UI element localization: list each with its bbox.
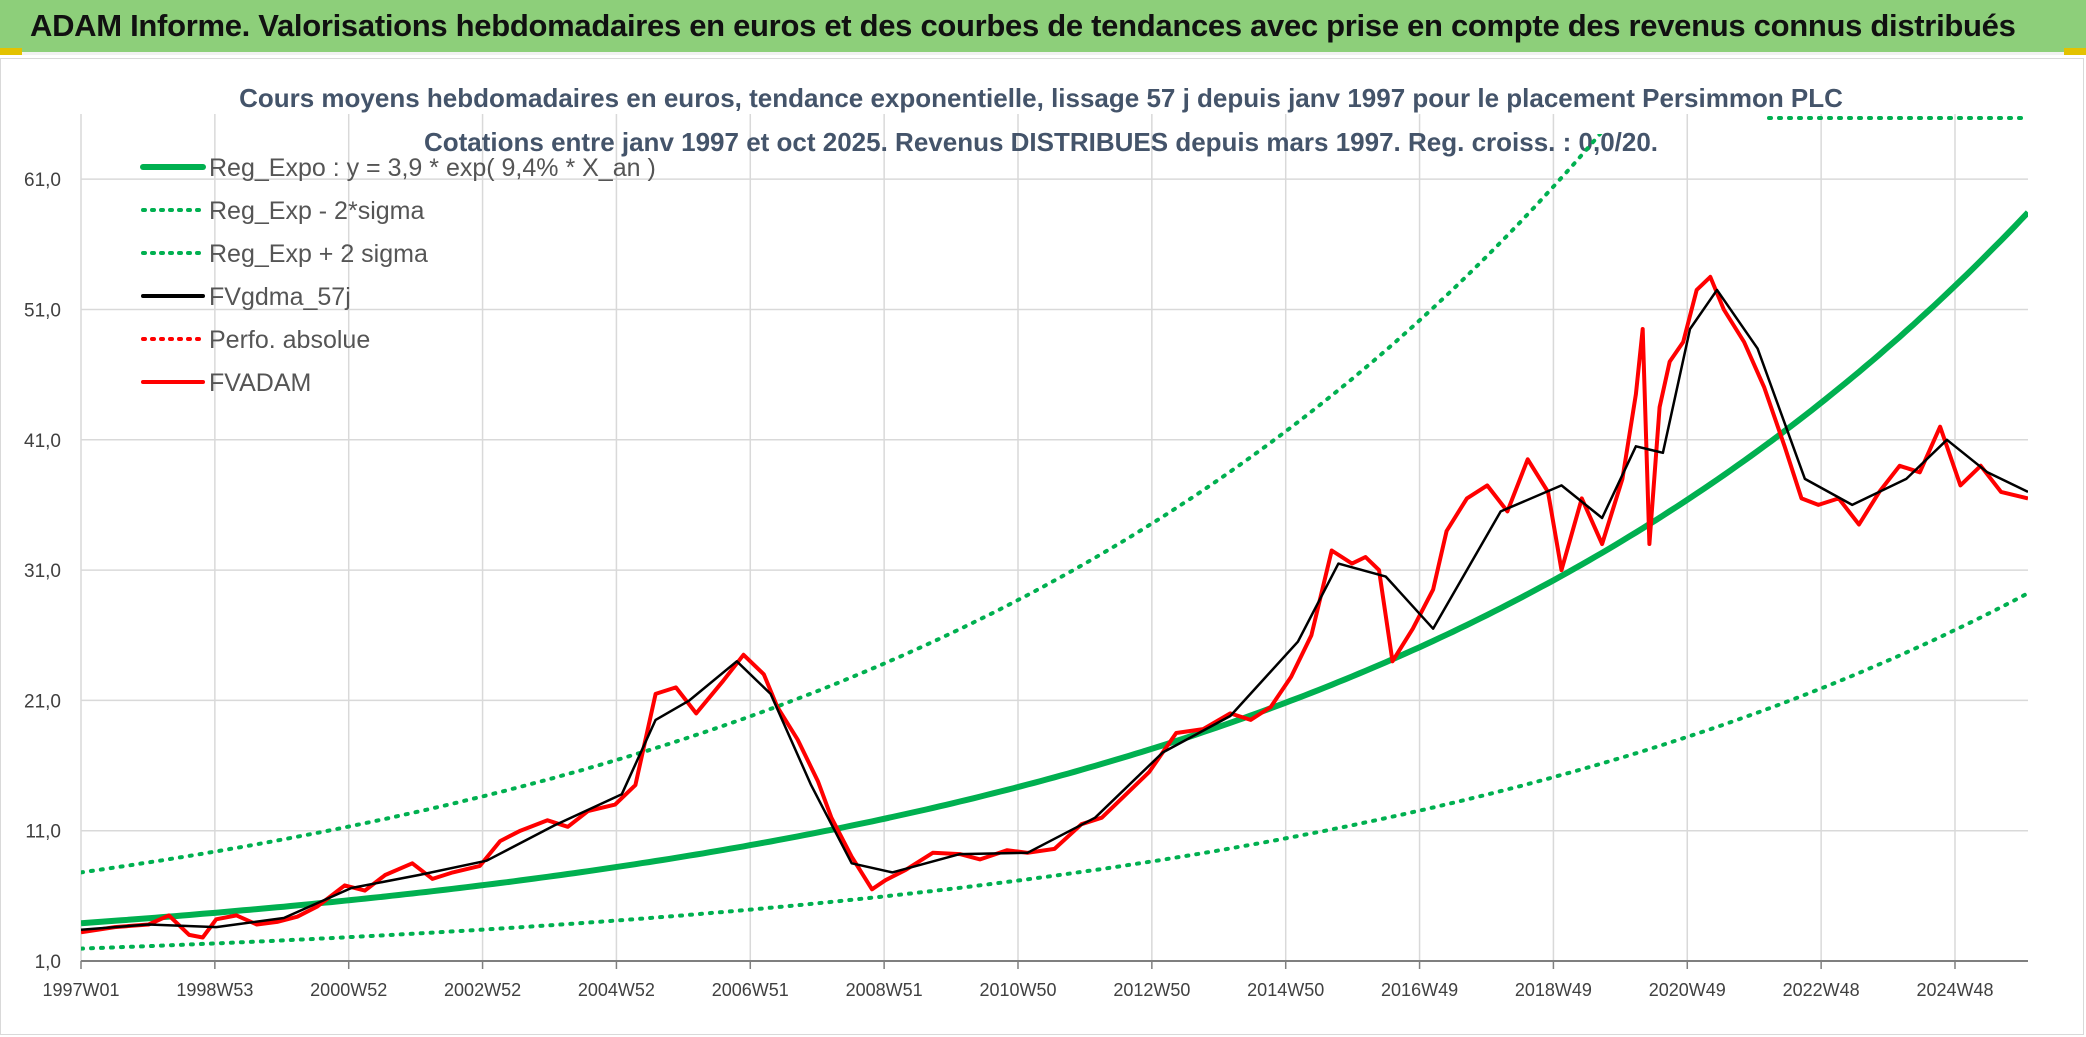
x-tick-label: 2012W50	[1113, 980, 1190, 1000]
x-axis: 1997W01 1998W53 2000W52 2002W52 2004W52 2006W…	[42, 960, 2028, 1000]
legend-label: Reg_Exp - 2*sigma	[209, 197, 424, 225]
legend-label: Reg_Expo : y = 3,9 * exp( 9,4% * X_an )	[209, 154, 656, 182]
chart-subtitle: Cotations entre janv 1997 et oct 2025. R…	[424, 127, 1658, 157]
x-tick-label: 2018W49	[1515, 980, 1592, 1000]
x-tick-label: 2022W48	[1783, 980, 1860, 1000]
x-tick-label: 2002W52	[444, 980, 521, 1000]
legend-label: Perfo. absolue	[209, 326, 370, 354]
y-tick-label: 21,0	[24, 691, 61, 712]
x-tick-label: 2014W50	[1247, 980, 1324, 1000]
x-tick-label: 2004W52	[578, 980, 655, 1000]
chart-frame: 1997W01 1998W53 2000W52 2002W52 2004W52 2006W…	[0, 58, 2084, 1035]
y-tick-label: 11,0	[25, 822, 61, 843]
x-tick-label: 2006W51	[712, 980, 789, 1000]
title-corner-left	[0, 48, 22, 55]
chart-svg: 1997W01 1998W53 2000W52 2002W52 2004W52 2006W…	[24, 83, 2028, 1000]
page-title: ADAM Informe. Valorisations hebdomadaire…	[30, 8, 2016, 43]
x-tick-label: 1997W01	[42, 980, 119, 1000]
y-tick-label: 1,0	[35, 952, 61, 973]
series-group	[81, 134, 2028, 951]
reg-expo-line	[81, 210, 2028, 927]
legend-label: FVADAM	[209, 369, 311, 397]
x-tick-label: 2010W50	[979, 980, 1056, 1000]
legend-label: FVgdma_57j	[209, 283, 351, 311]
title-corner-right	[2064, 48, 2086, 55]
y-tick-label: 51,0	[24, 300, 61, 321]
chart-title: Cours moyens hebdomadaires en euros, ten…	[239, 83, 1843, 113]
x-tick-label: 2016W49	[1381, 980, 1458, 1000]
legend: Reg_Expo : y = 3,9 * exp( 9,4% * X_an ) R…	[140, 154, 656, 397]
title-bar: ADAM Informe. Valorisations hebdomadaire…	[0, 0, 2086, 55]
y-tick-label: 41,0	[24, 431, 61, 452]
x-tick-label: 2000W52	[310, 980, 387, 1000]
x-tick-label: 2024W48	[1916, 980, 1993, 1000]
reg-exp-minus-2sigma-line	[81, 591, 2028, 951]
x-tick-label: 2020W49	[1649, 980, 1726, 1000]
y-axis: 1,0 11,0 21,0 31,0 41,0 51,0 61,0	[24, 170, 61, 973]
x-tick-label: 1998W53	[176, 980, 253, 1000]
legend-label: Reg_Exp + 2 sigma	[209, 240, 428, 268]
plot-area	[81, 134, 2028, 951]
fvadam-line	[81, 274, 2028, 940]
fvgdma-57j-line	[81, 288, 2028, 931]
x-tick-label: 2008W51	[846, 980, 923, 1000]
y-tick-label: 61,0	[24, 170, 61, 191]
y-tick-label: 31,0	[24, 561, 61, 582]
reg-exp-plus-2sigma-line	[81, 134, 1603, 875]
